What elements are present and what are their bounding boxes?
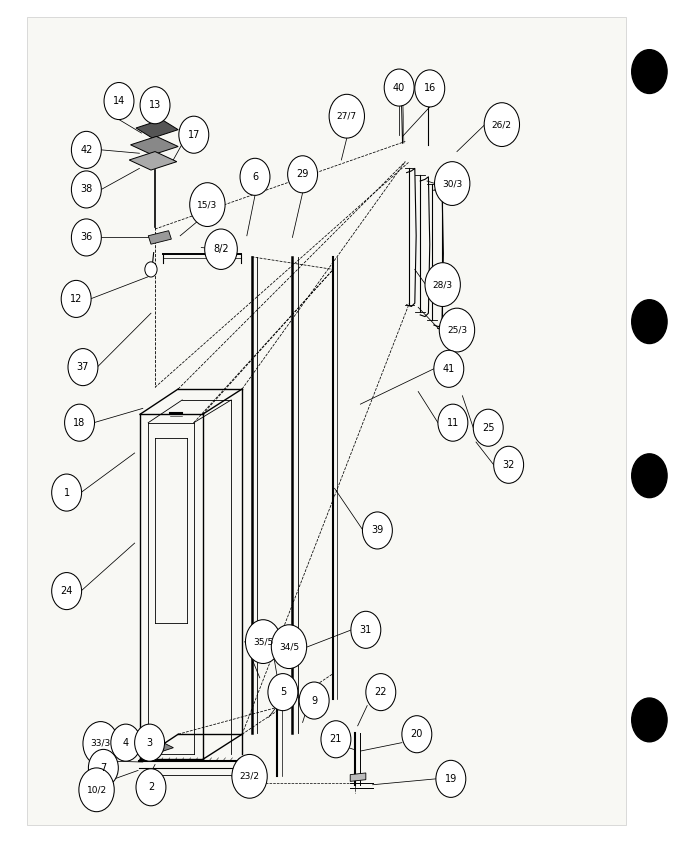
Circle shape bbox=[245, 620, 281, 663]
Text: 29: 29 bbox=[296, 169, 309, 179]
Text: 7: 7 bbox=[100, 763, 107, 773]
Text: 11: 11 bbox=[447, 418, 459, 428]
Text: 21: 21 bbox=[330, 734, 342, 744]
Text: 1: 1 bbox=[63, 488, 70, 498]
Text: 42: 42 bbox=[80, 145, 92, 155]
Circle shape bbox=[321, 721, 351, 758]
Text: 30/3: 30/3 bbox=[442, 179, 462, 188]
Polygon shape bbox=[129, 152, 177, 170]
Circle shape bbox=[439, 308, 475, 352]
Text: 13: 13 bbox=[149, 100, 161, 110]
Circle shape bbox=[71, 219, 101, 256]
Circle shape bbox=[71, 171, 101, 208]
Text: 31: 31 bbox=[360, 625, 372, 635]
FancyBboxPatch shape bbox=[27, 17, 626, 825]
Text: 23/2: 23/2 bbox=[239, 772, 260, 781]
Circle shape bbox=[65, 404, 95, 441]
Text: 2: 2 bbox=[148, 782, 154, 792]
Polygon shape bbox=[143, 743, 173, 754]
Polygon shape bbox=[148, 231, 171, 244]
Polygon shape bbox=[131, 136, 178, 155]
Text: 35/5: 35/5 bbox=[253, 637, 273, 646]
Circle shape bbox=[473, 409, 503, 446]
Text: 17: 17 bbox=[188, 130, 200, 140]
Circle shape bbox=[140, 87, 170, 124]
Text: 41: 41 bbox=[443, 364, 455, 374]
Text: 32: 32 bbox=[503, 460, 515, 470]
Text: 6: 6 bbox=[252, 172, 258, 182]
Circle shape bbox=[61, 280, 91, 317]
Circle shape bbox=[71, 131, 101, 168]
Circle shape bbox=[434, 350, 464, 387]
Circle shape bbox=[351, 611, 381, 648]
Text: 16: 16 bbox=[424, 83, 436, 93]
Text: 34/5: 34/5 bbox=[279, 642, 299, 651]
Circle shape bbox=[415, 70, 445, 107]
Circle shape bbox=[52, 474, 82, 511]
Polygon shape bbox=[350, 773, 366, 781]
Circle shape bbox=[435, 162, 470, 205]
Circle shape bbox=[268, 674, 298, 711]
Circle shape bbox=[632, 300, 667, 344]
Text: 3: 3 bbox=[146, 738, 153, 748]
Circle shape bbox=[145, 262, 157, 277]
Circle shape bbox=[632, 698, 667, 742]
Circle shape bbox=[366, 674, 396, 711]
Text: 4: 4 bbox=[122, 738, 129, 748]
Circle shape bbox=[632, 454, 667, 498]
Text: 9: 9 bbox=[311, 695, 318, 706]
Circle shape bbox=[83, 722, 118, 765]
Circle shape bbox=[384, 69, 414, 106]
Text: 37: 37 bbox=[77, 362, 89, 372]
Circle shape bbox=[240, 158, 270, 195]
Text: 15/3: 15/3 bbox=[197, 200, 218, 209]
Circle shape bbox=[436, 760, 466, 797]
Circle shape bbox=[136, 769, 166, 806]
Circle shape bbox=[632, 50, 667, 93]
Circle shape bbox=[402, 716, 432, 753]
Text: 25: 25 bbox=[482, 423, 494, 433]
Text: 5: 5 bbox=[279, 687, 286, 697]
Circle shape bbox=[104, 83, 134, 120]
Circle shape bbox=[205, 229, 237, 269]
Circle shape bbox=[299, 682, 329, 719]
Text: 26/2: 26/2 bbox=[492, 120, 512, 129]
Text: 8/2: 8/2 bbox=[214, 244, 228, 254]
Text: 19: 19 bbox=[445, 774, 457, 784]
Circle shape bbox=[232, 754, 267, 798]
Circle shape bbox=[52, 573, 82, 610]
Text: 28/3: 28/3 bbox=[432, 280, 453, 289]
Text: 14: 14 bbox=[113, 96, 125, 106]
Circle shape bbox=[288, 156, 318, 193]
Circle shape bbox=[88, 749, 118, 786]
Circle shape bbox=[135, 724, 165, 761]
Text: 36: 36 bbox=[80, 232, 92, 242]
Text: 25/3: 25/3 bbox=[447, 326, 467, 334]
Circle shape bbox=[79, 768, 114, 812]
Text: 18: 18 bbox=[73, 418, 86, 428]
Text: 12: 12 bbox=[70, 294, 82, 304]
Circle shape bbox=[329, 94, 364, 138]
Circle shape bbox=[425, 263, 460, 306]
Text: 27/7: 27/7 bbox=[337, 112, 357, 120]
Circle shape bbox=[68, 349, 98, 386]
Text: 22: 22 bbox=[375, 687, 387, 697]
Text: 24: 24 bbox=[61, 586, 73, 596]
Circle shape bbox=[111, 724, 141, 761]
Polygon shape bbox=[136, 120, 178, 138]
Text: 40: 40 bbox=[393, 83, 405, 93]
Circle shape bbox=[362, 512, 392, 549]
Circle shape bbox=[190, 183, 225, 226]
Text: 20: 20 bbox=[411, 729, 423, 739]
Circle shape bbox=[271, 625, 307, 669]
Text: 33/3: 33/3 bbox=[90, 739, 111, 748]
Text: 38: 38 bbox=[80, 184, 92, 195]
Circle shape bbox=[438, 404, 468, 441]
Circle shape bbox=[179, 116, 209, 153]
Circle shape bbox=[484, 103, 520, 147]
Text: 10/2: 10/2 bbox=[86, 786, 107, 794]
Circle shape bbox=[494, 446, 524, 483]
Text: 39: 39 bbox=[371, 525, 384, 536]
